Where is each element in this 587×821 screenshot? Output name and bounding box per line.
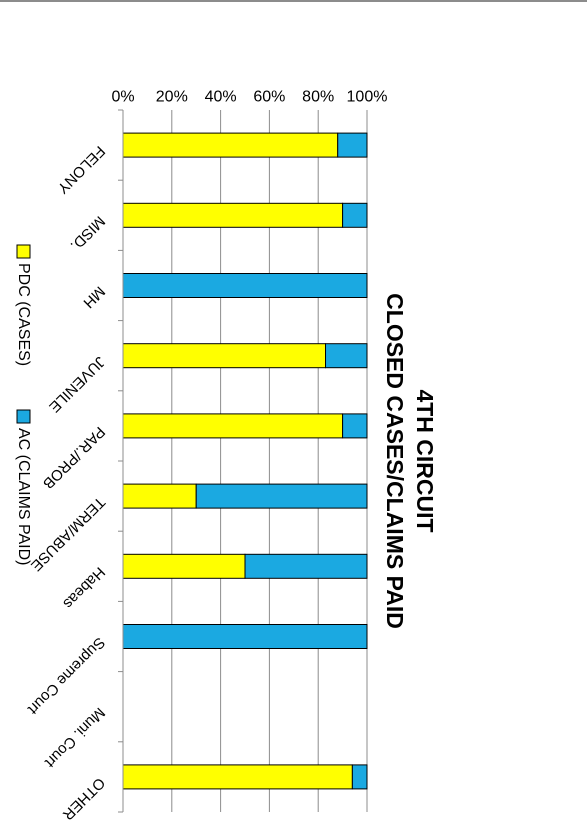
legend-swatch-pdc bbox=[16, 244, 31, 259]
tick-label: 20% bbox=[156, 89, 188, 106]
top-border bbox=[0, 0, 587, 2]
category-label: MISD. bbox=[67, 212, 108, 253]
bar-ac-habeas bbox=[244, 553, 368, 579]
bar-ac-par-prob bbox=[342, 413, 368, 439]
category-label: Habeas bbox=[60, 563, 109, 612]
tick-label: 0% bbox=[111, 89, 134, 106]
bar-ac-supreme-court bbox=[122, 624, 368, 649]
axis: 0% 20% 40% 60% 80% 100% bbox=[111, 89, 388, 813]
bars bbox=[122, 132, 368, 790]
chart-title: 4TH CIRCUIT CLOSED CASES/CLAIMS PAID bbox=[382, 293, 438, 629]
tick-label: 100% bbox=[347, 89, 388, 106]
category-label: MH bbox=[80, 283, 109, 312]
tick-label: 60% bbox=[253, 89, 285, 106]
bar-ac-other bbox=[351, 764, 368, 790]
bar-ac-misd- bbox=[342, 202, 368, 228]
category-label: OTHER bbox=[59, 774, 108, 821]
rotated-chart-group: 0% 20% 40% 60% 80% 100% FELONY MISD. MH JUVENILE… bbox=[15, 89, 438, 821]
bar-ac-term-abuse bbox=[195, 483, 368, 509]
category-label: FELONY bbox=[54, 142, 108, 196]
chart-title-line-1: 4TH CIRCUIT bbox=[412, 389, 438, 532]
bar-pdc-felony bbox=[122, 132, 339, 158]
tick-label: 80% bbox=[302, 89, 334, 106]
bar-pdc-misd- bbox=[122, 202, 344, 228]
category-label: TERM/ABUSE bbox=[27, 493, 108, 574]
bar-pdc-juvenile bbox=[122, 343, 327, 369]
bar-ac-mh bbox=[122, 273, 368, 298]
legend-swatch-ac bbox=[16, 409, 31, 424]
legend-label-pdc: PDC (CASES) bbox=[15, 263, 32, 366]
legend: PDC (CASES) AC (CLAIMS PAID) bbox=[15, 244, 32, 566]
bar-ac-felony bbox=[337, 132, 368, 158]
tick-label: 40% bbox=[205, 89, 237, 106]
bar-pdc-par-prob bbox=[122, 413, 344, 439]
chart-title-line-2: CLOSED CASES/CLAIMS PAID bbox=[382, 293, 408, 629]
category-label: JUVENILE bbox=[45, 353, 108, 416]
bar-pdc-term-abuse bbox=[122, 483, 197, 509]
bar-pdc-habeas bbox=[122, 553, 246, 579]
bar-pdc-other bbox=[122, 764, 353, 790]
category-labels: FELONY MISD. MH JUVENILE PAR./PROBTERM/ABUSE… bbox=[24, 142, 109, 821]
bar-ac-juvenile bbox=[325, 343, 368, 369]
legend-label-ac: AC (CLAIMS PAID) bbox=[15, 428, 32, 566]
category-label: PAR./PROB bbox=[39, 423, 108, 492]
category-label: Muni. Court bbox=[41, 704, 108, 771]
